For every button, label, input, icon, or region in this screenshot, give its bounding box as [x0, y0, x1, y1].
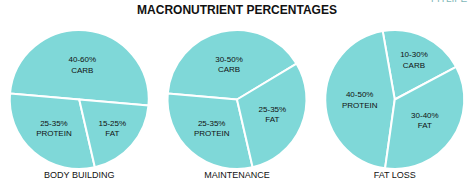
svg-text:30-40%FAT: 30-40%FAT [411, 111, 439, 130]
svg-text:FITLIFE: FITLIFE [431, 0, 467, 4]
svg-text:FAT LOSS: FAT LOSS [374, 170, 416, 180]
svg-text:BODY BUILDING: BODY BUILDING [44, 170, 114, 180]
svg-text:40-60%CARB: 40-60%CARB [68, 55, 96, 74]
svg-text:25-35%FAT: 25-35%FAT [259, 105, 287, 124]
svg-text:15-25%FAT: 15-25%FAT [98, 119, 126, 138]
svg-text:25-35%PROTEIN: 25-35%PROTEIN [36, 119, 72, 138]
svg-text:30-50%CARB: 30-50%CARB [215, 55, 243, 74]
svg-text:MACRONUTRIENT PERCENTAGES: MACRONUTRIENT PERCENTAGES [137, 3, 337, 17]
svg-text:40-50%PROTEIN: 40-50%PROTEIN [342, 90, 378, 109]
svg-text:25-35%PROTEIN: 25-35%PROTEIN [194, 119, 230, 138]
svg-text:10-30%CARB: 10-30%CARB [400, 50, 428, 69]
svg-text:MAINTENANCE: MAINTENANCE [204, 170, 270, 180]
